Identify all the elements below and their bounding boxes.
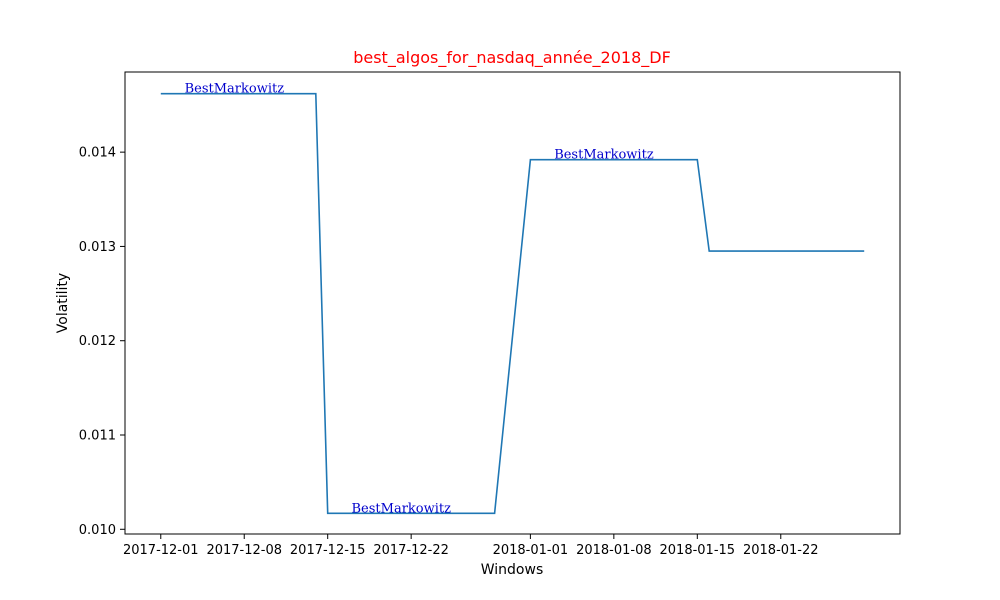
y-tick-label: 0.013 <box>79 240 116 255</box>
y-tick-label: 0.014 <box>79 146 116 161</box>
x-tick-label: 2017-12-08 <box>206 543 282 558</box>
y-tick-label: 0.011 <box>79 429 116 444</box>
x-tick-label: 2018-01-08 <box>576 543 652 558</box>
series-line-0 <box>160 92 865 515</box>
y-tick-label: 0.010 <box>79 523 116 538</box>
y-tick-label: 0.012 <box>79 334 116 349</box>
annotation-label: BestMarkowitz <box>352 501 452 516</box>
x-tick-label: 2017-12-22 <box>373 543 449 558</box>
x-axis: 2017-12-01 2017-12-08 2017-12-15 2017-12-22… <box>123 534 819 558</box>
y-axis-label: Volatility <box>55 273 71 333</box>
x-tick-label: 2018-01-22 <box>743 543 819 558</box>
x-axis-label: Windows <box>481 562 544 578</box>
x-tick-label: 2018-01-01 <box>493 543 569 558</box>
y-axis: 0.010 0.011 0.012 0.013 0.014 <box>79 146 125 538</box>
x-tick-label: 2017-12-01 <box>123 543 199 558</box>
annotation-label: BestMarkowitz <box>554 148 654 163</box>
chart-title: best_algos_for_nasdaq_année_2018_DF <box>353 48 671 68</box>
x-tick-label: 2018-01-15 <box>660 543 736 558</box>
x-tick-label: 2017-12-15 <box>290 543 366 558</box>
annotation-label: BestMarkowitz <box>185 82 285 97</box>
axes-frame <box>124 71 901 535</box>
plot-area: BestMarkowitz BestMarkowitz BestMarkowitz <box>160 82 865 516</box>
